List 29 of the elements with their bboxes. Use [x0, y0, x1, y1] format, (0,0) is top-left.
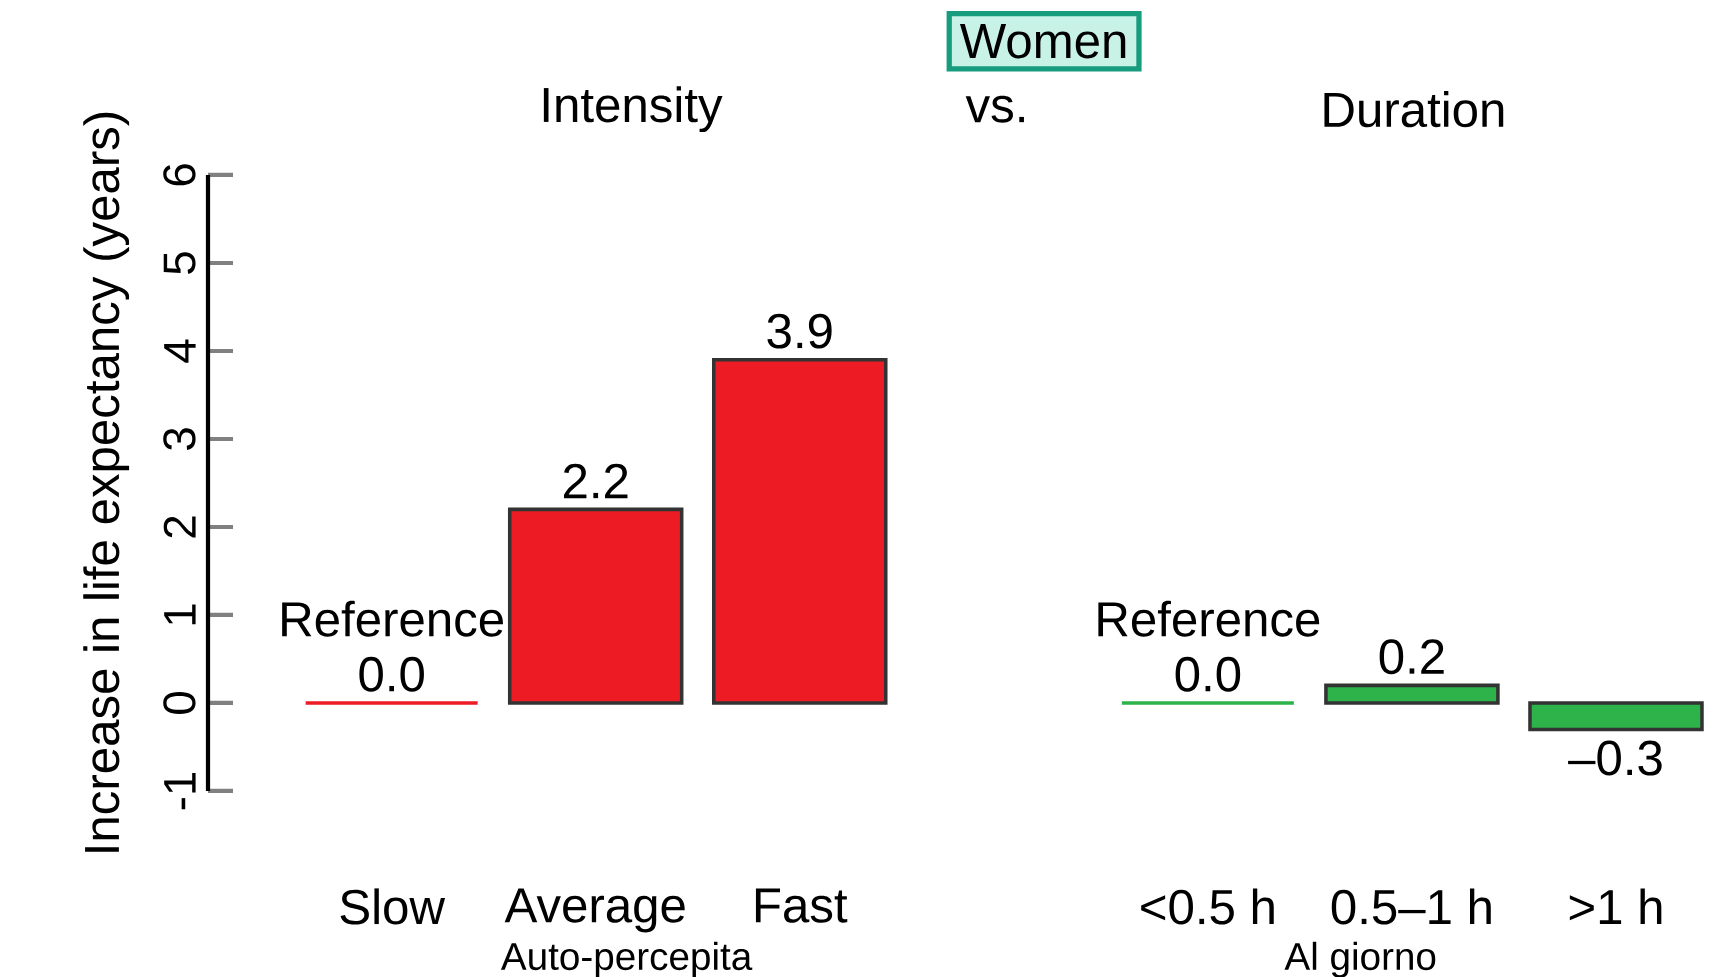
data-label: 0.0 — [359, 656, 424, 692]
y-tick-label: 1 — [164, 604, 196, 625]
data-label: 0.0 — [1175, 656, 1241, 692]
y-axis-title: Increase in life expectancy (years) — [83, 112, 130, 852]
x-tick-label: Average — [504, 888, 685, 933]
y-tick-label: -1 — [164, 772, 196, 810]
data-label: 3.9 — [767, 313, 832, 349]
x-tick-label: Fast — [755, 888, 848, 923]
data-label: 0.2 — [1379, 639, 1444, 675]
text: Intensity — [543, 86, 723, 133]
text: Al giorno — [1284, 941, 1436, 977]
text: Auto-percepita — [500, 941, 753, 977]
chart-title: Women — [959, 24, 1126, 59]
text: Duration — [1324, 91, 1504, 128]
annotation: Reference — [282, 600, 503, 637]
data-label: 2.2 — [563, 463, 628, 499]
x-tick-label: Slow — [340, 888, 446, 925]
text: vs. — [965, 95, 1024, 123]
y-tick-label: 2 — [163, 516, 196, 538]
x-tick-label: <0.5 h — [1141, 888, 1274, 925]
y-tick-label: 0 — [163, 692, 196, 714]
data-label: –0.3 — [1568, 740, 1662, 776]
y-tick-label: 5 — [163, 252, 196, 274]
y-tick-label: 4 — [164, 339, 196, 363]
y-tick-label: 6 — [163, 164, 196, 186]
x-tick-label: >1 h — [1569, 888, 1662, 925]
annotation: Reference — [1098, 600, 1320, 637]
y-tick-label: 3 — [163, 428, 196, 450]
x-tick-label: 0.5–1 h — [1331, 888, 1491, 925]
